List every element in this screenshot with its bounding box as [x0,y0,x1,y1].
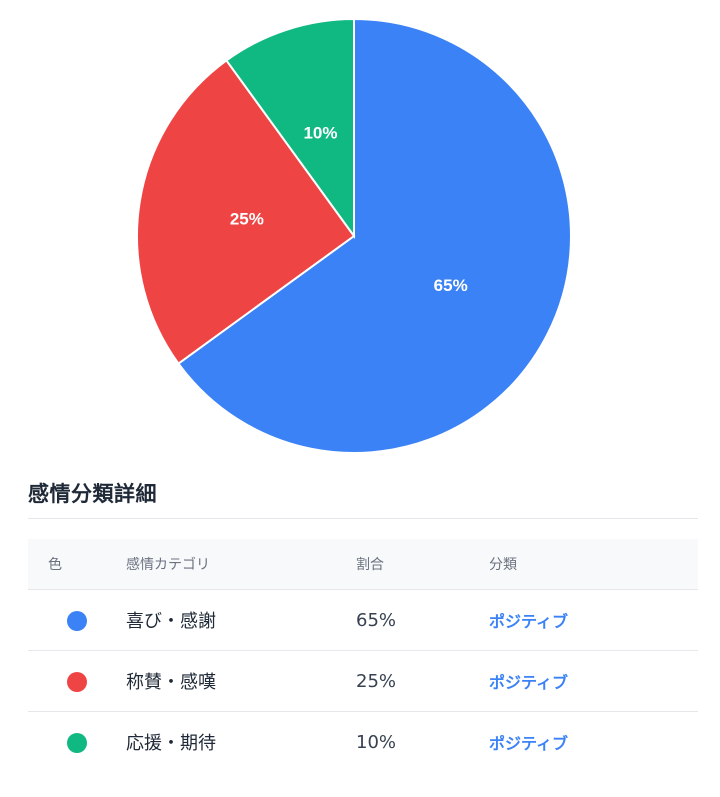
table-row: 喜び・感謝 65% ポジティブ [28,589,698,651]
emotion-details-section: 感情分類詳細 色 感情カテゴリ 割合 分類 喜び・感謝 65% ポジティブ [28,478,698,772]
category-cell: 喜び・感謝 [126,589,356,651]
classification-cell: ポジティブ [489,711,698,772]
classification-cell: ポジティブ [489,650,698,712]
header-percent: 割合 [356,557,384,573]
emotion-table: 色 感情カテゴリ 割合 分類 喜び・感謝 65% ポジティブ 称賛・感嘆 25% [28,539,698,772]
table-row: 応援・期待 10% ポジティブ [28,711,698,772]
pie-chart: 65% 25% 10% [136,17,572,454]
pie-label-slice-2: 25% [230,210,264,229]
pie-slice-2 [136,59,356,365]
color-cell [28,650,126,712]
pie-label-slice-1: 65% [434,276,468,295]
category-cell: 称賛・感嘆 [126,650,356,712]
table-row: 称賛・感嘆 25% ポジティブ [28,650,698,712]
color-cell [28,589,126,651]
header-category: 感情カテゴリ [126,557,210,573]
pie-label-slice-3: 10% [303,123,337,142]
color-dot [67,610,87,631]
percent-cell: 10% [356,711,489,772]
pie-slice-1 [177,17,572,454]
category-cell: 応援・期待 [126,711,356,772]
color-dot [67,671,87,692]
table-header-row: 色 感情カテゴリ 割合 分類 [28,539,698,590]
pie-chart-svg: 65% 25% 10% [136,17,572,454]
percent-cell: 65% [356,589,489,651]
color-cell [28,711,126,772]
classification-cell: ポジティブ [489,589,698,651]
section-title: 感情分類詳細 [28,478,698,519]
color-dot [67,732,87,753]
header-classification: 分類 [489,557,517,573]
percent-cell: 25% [356,650,489,712]
pie-slice-3 [225,17,355,240]
header-color: 色 [48,557,62,573]
